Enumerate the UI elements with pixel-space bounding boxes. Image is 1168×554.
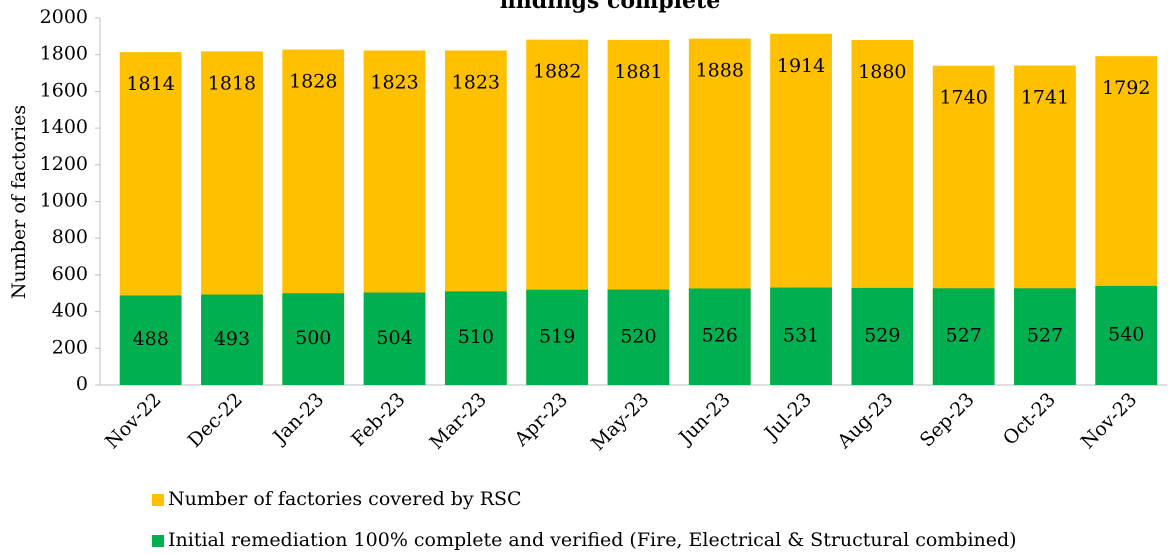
value-label: 1880 [858,61,906,83]
value-label: 1814 [126,73,174,95]
bar [607,289,670,385]
value-label: 1882 [533,61,581,83]
bar [851,287,914,385]
x-tick-label: Sep-23 [916,389,979,452]
value-label: 527 [946,325,982,347]
value-label: 1818 [208,72,256,94]
legend-swatch [152,535,164,547]
value-label: 526 [702,325,738,347]
value-label: 493 [214,328,250,350]
x-tick-label: Nov-23 [1077,389,1142,454]
value-label: 1914 [777,55,825,77]
value-label: 510 [458,326,494,348]
x-tick-label: Oct-23 [999,389,1060,450]
x-tick-label: Apr-23 [510,389,573,452]
y-tick-label: 400 [52,300,88,322]
x-tick-label: Nov-22 [101,389,166,454]
value-label: 504 [376,327,412,349]
legend-label: Number of factories covered by RSC [168,488,522,510]
value-label: 1792 [1102,77,1150,99]
chart-title: findings complete [500,0,720,14]
y-tick-label: 1600 [40,79,88,101]
legend-swatch [152,494,164,506]
bar [119,295,182,385]
x-tick-label: Jan-23 [268,389,329,450]
y-tick-label: 600 [52,263,88,285]
bar [688,288,751,385]
x-tick-label: Feb-23 [347,389,409,451]
bar [770,287,832,385]
value-label: 519 [539,325,575,347]
value-label: 1881 [614,61,662,83]
value-label: 1888 [696,60,744,82]
y-tick-label: 2000 [40,6,88,28]
value-label: 1823 [452,71,500,93]
bar [1095,285,1158,385]
bar [201,294,263,385]
bar [1014,288,1076,385]
value-label: 488 [133,328,169,350]
value-label: 1740 [939,87,987,109]
x-tick-label: Jun-23 [674,389,735,450]
value-label: 1741 [1021,87,1069,109]
x-tick-label: Dec-22 [184,389,247,452]
bar [444,291,507,385]
y-tick-label: 1400 [40,116,88,138]
y-tick-label: 200 [52,336,88,358]
bar [363,292,426,385]
value-label: 1828 [289,71,337,93]
value-label: 1823 [370,71,418,93]
bar [932,288,995,385]
y-tick-label: 1200 [40,153,88,175]
y-tick-label: 0 [76,373,88,395]
x-tick-label: May-23 [587,389,654,456]
bar [526,289,589,385]
value-label: 520 [620,325,656,347]
y-tick-label: 1800 [40,43,88,65]
value-label: 500 [295,327,331,349]
x-tick-label: Mar-23 [426,389,491,454]
value-label: 540 [1108,323,1144,345]
value-label: 527 [1027,325,1063,347]
y-tick-label: 800 [52,226,88,248]
legend-label: Initial remediation 100% complete and ve… [168,529,1017,551]
value-label: 531 [783,324,819,346]
x-tick-label: Jul-23 [759,389,816,446]
value-label: 529 [864,324,900,346]
y-axis-title: Number of factories [8,105,30,299]
y-tick-label: 1000 [40,190,88,212]
bar [282,293,345,385]
x-tick-label: Aug-23 [833,389,898,454]
